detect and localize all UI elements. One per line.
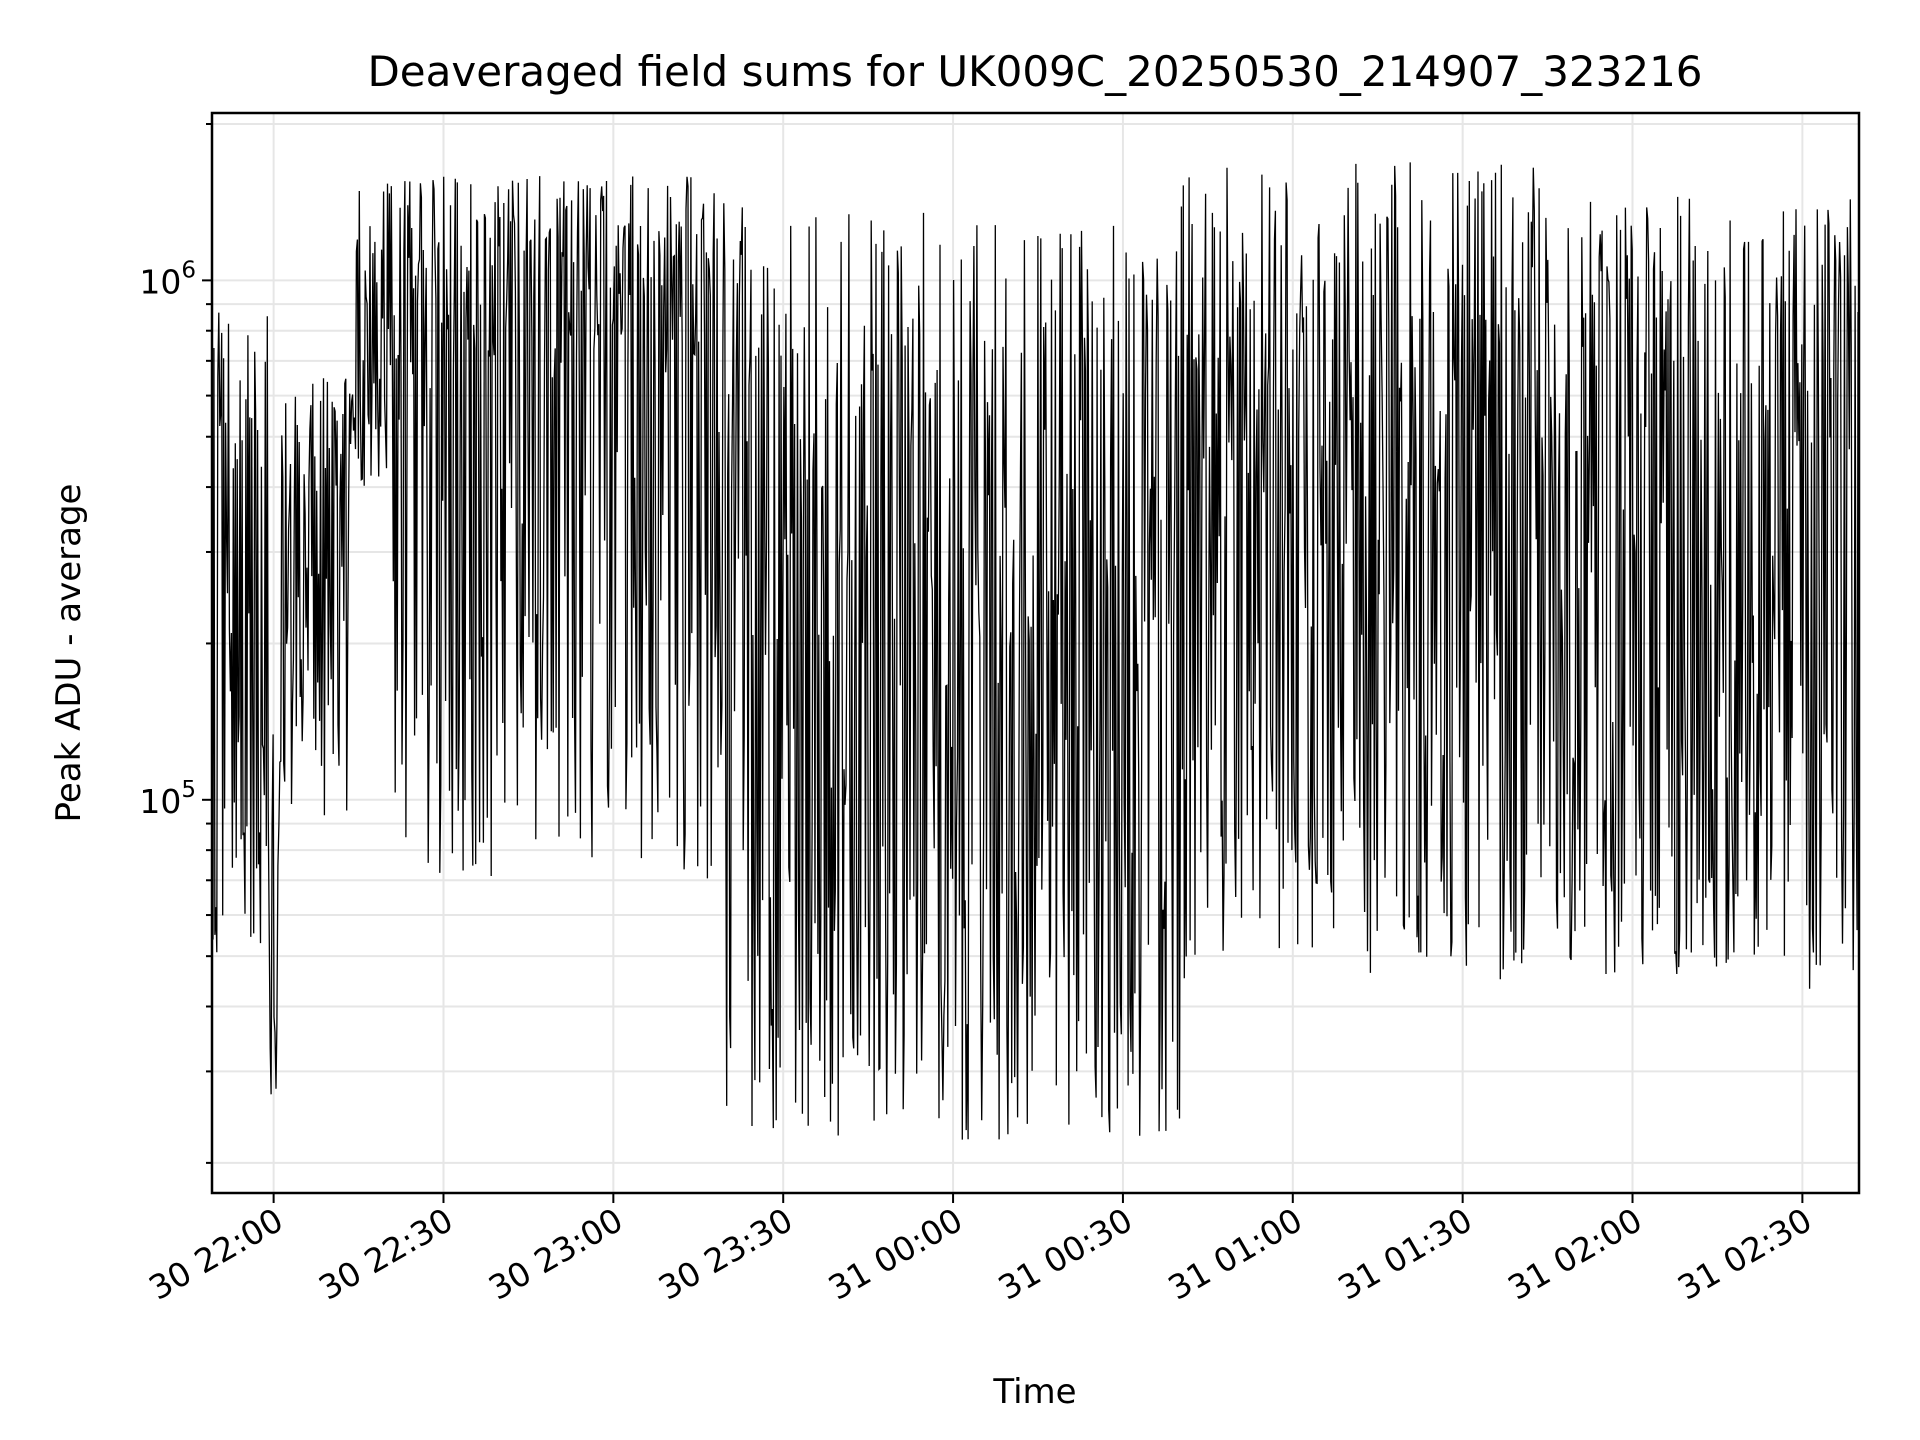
x-tick-label: 31 00:00	[822, 1200, 969, 1308]
x-tick-label: 30 22:00	[142, 1200, 289, 1308]
x-tick-label: 31 00:30	[992, 1200, 1139, 1308]
x-axis-title: Time	[992, 1372, 1076, 1412]
series-line	[211, 162, 1860, 1140]
y-tick-label: 105	[139, 777, 196, 821]
x-tick-label: 30 22:30	[312, 1200, 459, 1308]
y-tick-label: 106	[139, 257, 196, 301]
chart-title: Deaveraged field sums for UK009C_2025053…	[367, 47, 1702, 96]
plot-frame	[210, 111, 1861, 1195]
x-tick-label: 30 23:30	[652, 1200, 799, 1308]
x-tick-label: 31 01:30	[1331, 1200, 1478, 1308]
y-axis-title: Peak ADU - average	[49, 484, 89, 823]
y-axis: 105 106	[139, 123, 212, 1164]
x-axis: 30 22:00 30 22:30 30 23:00 30 23:30 31 00:00…	[142, 1193, 1818, 1308]
x-tick-label: 31 02:30	[1671, 1200, 1818, 1308]
x-tick-label: 30 23:00	[482, 1200, 629, 1308]
x-tick-label: 31 01:00	[1161, 1200, 1308, 1308]
x-tick-label: 31 02:00	[1501, 1200, 1648, 1308]
series-layer	[211, 162, 1860, 1140]
